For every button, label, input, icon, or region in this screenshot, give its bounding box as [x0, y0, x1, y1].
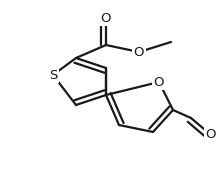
Text: O: O [101, 12, 111, 24]
Text: S: S [49, 68, 57, 82]
Text: O: O [154, 75, 164, 89]
Text: O: O [134, 45, 144, 58]
Text: O: O [206, 129, 216, 142]
